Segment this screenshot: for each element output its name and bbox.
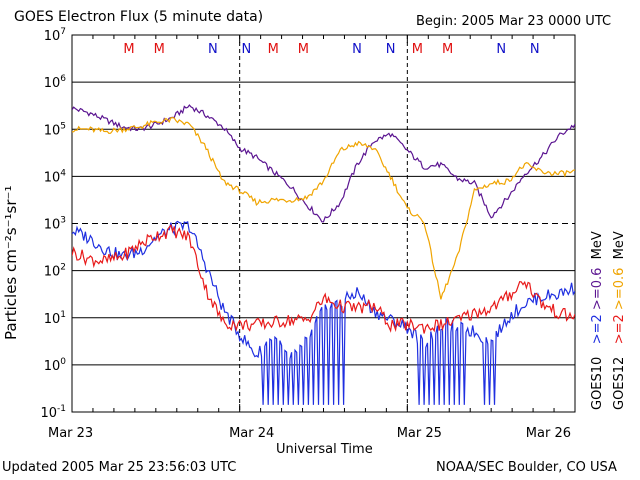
y-tick-label: 107 [44, 27, 66, 44]
series-line-g12_lt2 [72, 223, 575, 334]
y-tick-label: 106 [44, 74, 67, 91]
y-tick-label: 102 [44, 263, 66, 280]
begin-label: Begin: 2005 Mar 23 0000 UTC [416, 14, 612, 29]
marker-label: M [412, 42, 423, 57]
x-tick-label: Mar 25 [397, 426, 442, 441]
y-tick-label: 100 [44, 357, 67, 374]
x-tick-label: Mar 23 [48, 426, 93, 441]
marker-label: M [268, 42, 279, 57]
series-line-g10_lt2 [72, 220, 575, 405]
marker-label: N [530, 42, 540, 57]
y-tick-label: 103 [44, 216, 66, 233]
chart-title: GOES Electron Flux (5 minute data) [14, 9, 264, 25]
marker-label: N [242, 42, 252, 57]
marker-label: M [154, 42, 165, 57]
marker-label: N [352, 42, 362, 57]
x-tick-label: Mar 24 [229, 426, 274, 441]
updated-label: Updated 2005 Mar 25 23:56:03 UTC [2, 460, 237, 475]
marker-label: M [442, 42, 453, 57]
marker-label: M [123, 42, 134, 57]
credit-label: NOAA/SEC Boulder, CO USA [436, 460, 617, 475]
marker-label: N [386, 42, 396, 57]
series-line-g10_gt06 [72, 104, 575, 223]
marker-label: M [298, 42, 309, 57]
marker-label: N [496, 42, 506, 57]
x-tick-label: Mar 26 [526, 426, 571, 441]
y-tick-label: 101 [44, 310, 66, 327]
y-tick-label: 104 [44, 168, 67, 185]
marker-label: N [208, 42, 218, 57]
series-line-g12_gt06 [72, 116, 575, 300]
x-axis-title: Universal Time [276, 442, 373, 457]
y-tick-label: 10-1 [40, 404, 66, 421]
y-tick-label: 105 [44, 121, 66, 138]
